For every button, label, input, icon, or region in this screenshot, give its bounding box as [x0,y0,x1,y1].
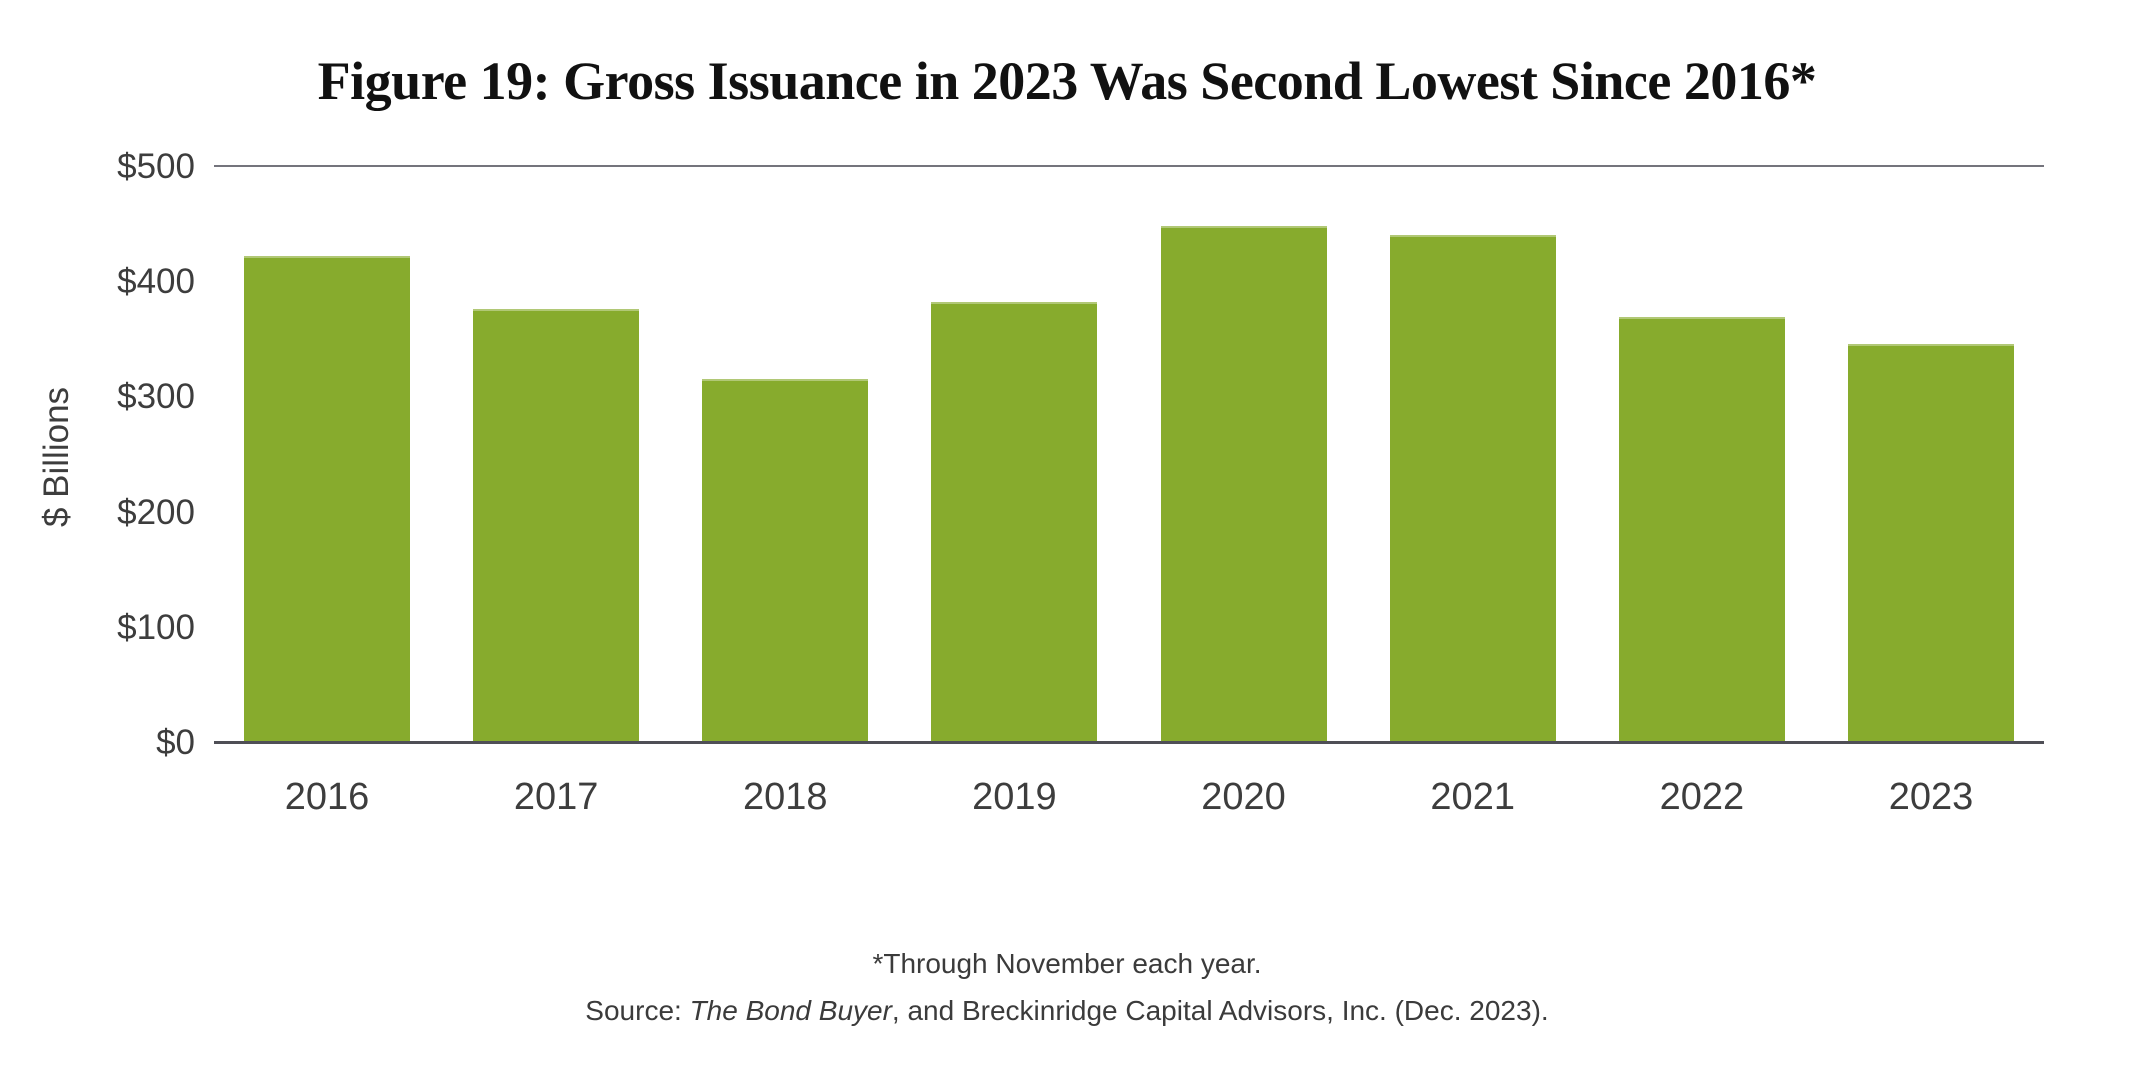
bar-column-2017: 2017 [473,167,640,818]
plot-area: 2016 2017 2018 2019 2020 2021 2022 2023 [214,167,2044,818]
x-tick-label-2019: 2019 [972,776,1057,818]
y-tick-label-200: $200 [117,492,195,532]
source-line: Source: The Bond Buyer, and Breckinridge… [0,987,2134,1034]
y-tick-label-500: $500 [117,147,195,186]
bar-2019 [931,301,1098,743]
x-tick-label-2016: 2016 [284,776,370,818]
bar-column-2022: 2022 [1618,167,1785,818]
y-tick-label-100: $100 [117,607,195,647]
bar-2022 [1618,316,1785,743]
y-tick-label-400: $400 [117,262,195,302]
x-axis-line [214,741,2044,744]
source-prefix: Source: [585,995,690,1026]
bar-column-2016: 2016 [244,167,410,818]
bar-2023 [1847,344,2014,743]
top-gridline [214,165,2044,167]
x-tick-label-2022: 2022 [1659,776,1745,818]
footnote-asterisk-line: *Through November each year. [872,948,1262,979]
bar-column-2018: 2018 [702,167,869,818]
bar-2021 [1389,234,1556,743]
x-tick-label-2020: 2020 [1201,776,1286,818]
source-suffix: , and Breckinridge Capital Advisors, Inc… [891,995,1549,1026]
bar-column-2019: 2019 [931,167,1098,818]
y-axis-ticks: $0 $100 $200 $300 $400 $500 [0,0,214,1067]
x-tick-label-2018: 2018 [743,776,828,818]
bar-2017 [473,308,640,743]
y-tick-label-0: $0 [156,723,195,762]
bar-2020 [1160,225,1327,743]
footnotes: *Through November each year. Source: The… [0,940,2134,1034]
x-tick-label-2021: 2021 [1430,776,1515,818]
source-publication-name: The Bond Buyer [689,995,892,1026]
x-tick-label-2017: 2017 [513,776,599,818]
chart-title: Figure 19: Gross Issuance in 2023 Was Se… [317,51,1817,111]
bar-column-2020: 2020 [1160,167,1327,818]
x-tick-label-2023: 2023 [1888,776,1974,818]
bar-column-2021: 2021 [1389,167,1556,818]
y-tick-label-300: $300 [117,377,195,417]
bar-column-2023: 2023 [1847,167,2014,818]
bar-2018 [702,378,869,743]
bar-2016 [244,255,410,743]
